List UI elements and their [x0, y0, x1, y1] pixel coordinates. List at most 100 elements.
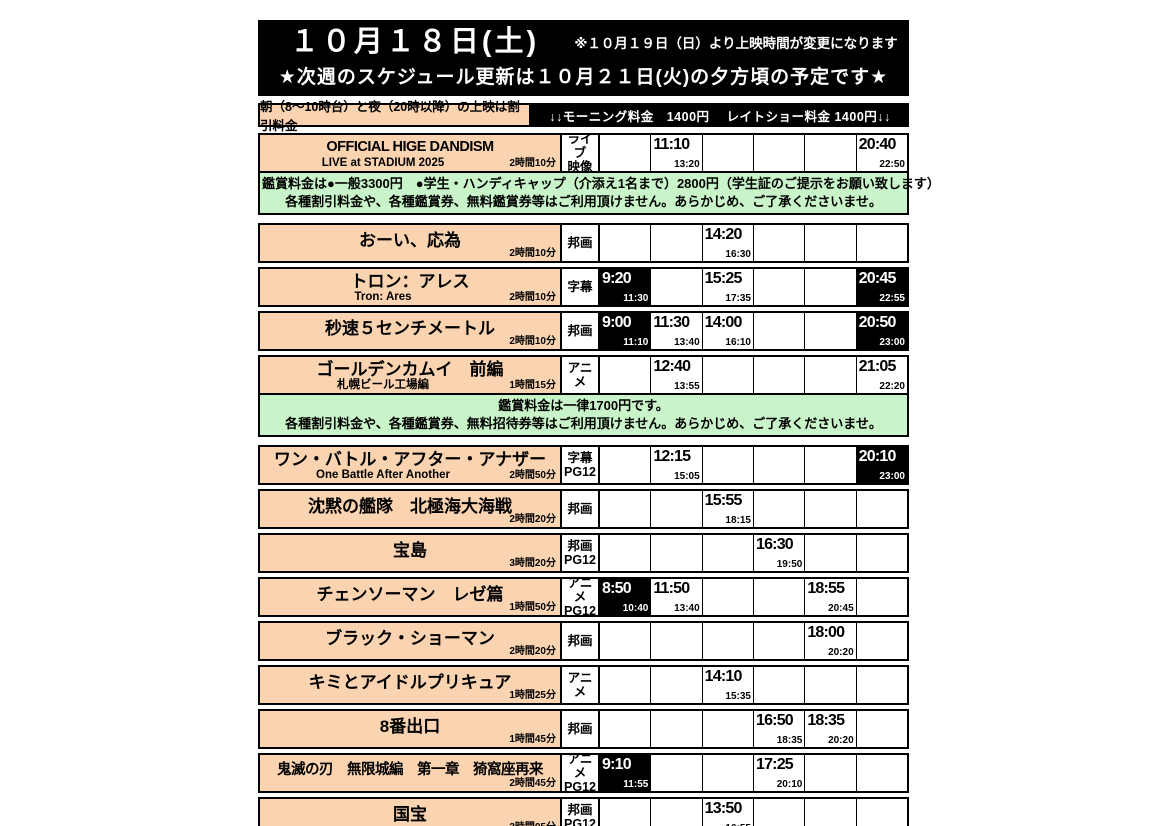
movie-duration: 2時間10分 [509, 248, 556, 259]
movie-row: 宝島 3時間20分 邦画 PG12 16:30 19:50 [258, 533, 909, 573]
movie-title-cell: ワン・バトル・アフター・アナザー One Battle After Another… [260, 447, 560, 483]
movie-format-label: PG12 [564, 780, 596, 794]
movie-duration: 1時間25分 [509, 690, 556, 701]
showtime-end: 20:45 [828, 603, 854, 614]
schedule-sheet: １０月１８日(土) ※１０月１９日（日）より上映時間が変更になります ★次週のス… [258, 20, 940, 826]
movie-title-cell: 宝島 3時間20分 [260, 535, 560, 571]
showtime-start: 12:15 [653, 448, 691, 465]
showtime-start: 8:50 [602, 580, 632, 597]
movie-title: 鬼滅の刃 無限城編 第一章 猗窩座再来 [277, 761, 544, 778]
movie-format-label: PG12 [564, 817, 596, 826]
showtime-cell [598, 135, 651, 171]
showtime-cell [855, 711, 907, 747]
showtime-cell [804, 491, 856, 527]
movie-block: チェンソーマン レゼ篇 1時間50分 アニメ PG12 8:50 10:40 11:50 13… [258, 576, 909, 618]
showtime-start: 18:00 [807, 624, 845, 641]
showtime-cell [804, 535, 856, 571]
movie-title-cell: チェンソーマン レゼ篇 1時間50分 [260, 579, 560, 615]
movie-format-cell: 字幕 [560, 269, 598, 305]
movie-format-label: 邦画 [567, 502, 593, 516]
showtime-cell: 21:05 22:20 [855, 357, 907, 393]
movie-duration: 3時間20分 [509, 558, 556, 569]
showtime-cell [752, 447, 805, 483]
showtime-end: 20:20 [828, 735, 854, 746]
showtime-end: 13:40 [674, 337, 700, 348]
header-banner: １０月１８日(土) ※１０月１９日（日）より上映時間が変更になります ★次週のス… [258, 20, 909, 96]
movie-row: トロン：アレス Tron: Ares 2時間10分 字幕 9:20 11:30 15:25 1… [258, 267, 909, 307]
showtime-cell [752, 225, 805, 261]
showtime-start: 14:10 [704, 668, 743, 685]
showtime-cell [598, 711, 651, 747]
showtime-start: 14:00 [704, 314, 743, 331]
discount-price-label: ↓↓モーニング料金 1400円 レイトショー料金 1400円↓↓ [531, 103, 909, 127]
date-title: １０月１８日(土) [289, 26, 540, 58]
showtime-end: 23:00 [879, 337, 905, 348]
showtime-start: 15:25 [704, 270, 743, 287]
showtime-cell [804, 447, 856, 483]
showtime-cell [701, 755, 753, 791]
movie-row: ブラック・ショーマン 2時間20分 邦画 18:00 20:20 [258, 621, 909, 661]
showtime-cell: 16:30 19:50 [752, 535, 805, 571]
movie-format-label: 邦画 [567, 634, 593, 648]
showtime-start: 20:45 [858, 270, 897, 287]
pricing-note: 鑑賞料金は●一般3300円 ●学生・ハンディキャップ（介添え1名まで）2800円… [258, 173, 940, 215]
showtime-cell [855, 755, 907, 791]
showtime-cell [598, 491, 651, 527]
showtime-start: 20:50 [858, 314, 897, 331]
showtime-start: 21:05 [858, 358, 897, 375]
movie-format-label: 映像 [567, 160, 593, 174]
movie-block: ワン・バトル・アフター・アナザー One Battle After Another… [258, 445, 909, 485]
showtime-end: 22:55 [879, 293, 905, 304]
showtime-cell: 20:40 22:50 [855, 135, 907, 171]
showtime-end: 20:20 [828, 647, 854, 658]
showtime-cell: 20:10 23:00 [855, 447, 907, 483]
showtime-cell [598, 225, 651, 261]
showtime-end: 22:20 [879, 381, 905, 392]
showtime-end: 17:35 [725, 293, 751, 304]
movie-format-cell: ライブ 映像 [560, 132, 598, 174]
movie-format-label: PG12 [564, 465, 596, 479]
movie-format-label: アニメ [567, 752, 593, 780]
showtime-cell [752, 357, 805, 393]
movie-title: ワン・バトル・アフター・アナザー [273, 449, 547, 469]
showtime-cell [804, 313, 856, 349]
movie-format-cell: アニメ [560, 667, 598, 703]
showtime-start: 11:50 [653, 580, 690, 597]
movie-format-cell: アニメ PG12 [560, 576, 598, 618]
showtime-cell [701, 535, 753, 571]
movie-block: おーい、応為 2時間10分 邦画 14:20 16:30 [258, 223, 909, 263]
movie-subtitle: 札幌ビール工場編 [337, 378, 429, 391]
showtime-cell [752, 491, 805, 527]
movie-format-cell: 邦画 [560, 623, 598, 659]
movie-duration: 2時間20分 [509, 514, 556, 525]
movie-format-label: アニメ [567, 671, 593, 699]
showtime-start: 14:20 [704, 226, 743, 243]
showtime-cell [752, 623, 805, 659]
movie-subtitle: One Battle After Another [316, 468, 450, 481]
movie-row: キミとアイドルプリキュア 1時間25分 アニメ 14:10 15:35 [258, 665, 909, 705]
showtime-cell [855, 799, 907, 826]
movie-title-cell: 鬼滅の刃 無限城編 第一章 猗窩座再来 2時間45分 [260, 755, 560, 791]
movie-block: OFFICIAL HIGE DANDISM LIVE at STADIUM 202… [258, 132, 940, 215]
movie-block: キミとアイドルプリキュア 1時間25分 アニメ 14:10 15:35 [258, 665, 909, 705]
showtime-cell: 14:10 15:35 [701, 667, 753, 703]
showtime-cell [650, 225, 702, 261]
showtime-cell: 9:10 11:55 [598, 755, 651, 791]
showtime-cell [701, 623, 753, 659]
showtime-cell [752, 667, 805, 703]
showtime-cell: 12:40 13:55 [650, 357, 702, 393]
showtime-end: 16:55 [725, 823, 751, 826]
movie-format-label: ライブ [567, 132, 593, 160]
showtime-cell: 17:25 20:10 [752, 755, 805, 791]
showtime-cell [855, 623, 907, 659]
showtime-start: 18:55 [807, 580, 845, 597]
movie-title: ゴールデンカムイ 前編 [316, 359, 504, 379]
showtime-start: 15:55 [704, 492, 743, 509]
showtime-cell [804, 135, 856, 171]
showtime-cell [752, 579, 805, 615]
movie-duration: 2時間10分 [509, 158, 556, 169]
showtime-cell [804, 755, 856, 791]
movie-format-label: 邦画 [567, 236, 593, 250]
movie-format-label: PG12 [564, 553, 596, 567]
